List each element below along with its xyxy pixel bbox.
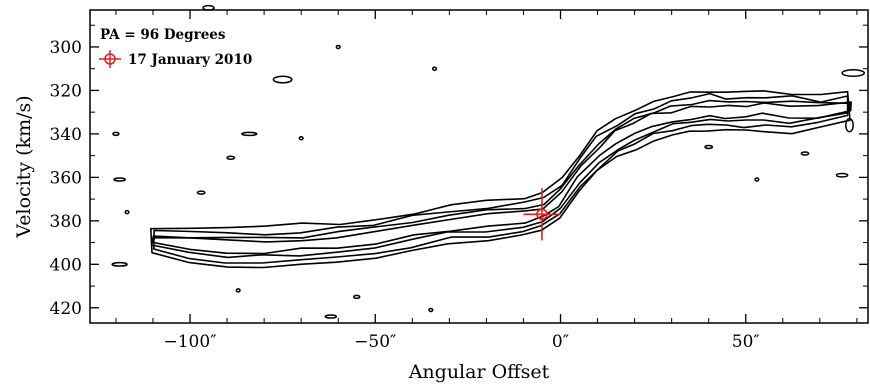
axis-ticks — [90, 10, 868, 323]
noise-contour — [272, 75, 293, 84]
y-tick-label: 300 — [50, 38, 82, 58]
contour-level-2 — [153, 92, 849, 264]
x-axis-label: Angular Offset — [408, 361, 550, 383]
contour-level-4 — [150, 101, 852, 255]
y-tick-label: 340 — [50, 125, 82, 145]
legend: PA = 96 Degrees 17 January 2010 — [99, 27, 252, 68]
noise-contour — [113, 177, 126, 182]
noise-contour — [431, 66, 438, 71]
noise-contour — [704, 144, 714, 150]
y-tick-labels: 300 320 340 360 380 400 420 — [50, 38, 82, 319]
noise-contour — [353, 294, 361, 300]
x-tick-label: 0″ — [552, 332, 569, 352]
noise-contour — [241, 131, 258, 137]
y-tick-label: 420 — [50, 299, 82, 319]
x-tick-labels: −100″ −50″ 0″ 50″ — [164, 332, 760, 352]
noise-contour — [841, 69, 866, 78]
legend-marker-circle — [104, 53, 116, 65]
noise-contour — [112, 131, 120, 137]
legend-entry: 17 January 2010 — [128, 52, 252, 68]
noise-contour — [298, 135, 304, 141]
contour-level-1 — [150, 90, 851, 269]
y-tick-label: 360 — [50, 168, 82, 188]
noise-contour — [124, 209, 130, 215]
noise-contour — [324, 314, 338, 319]
noise-contour — [226, 155, 236, 161]
noise-contour — [335, 44, 341, 50]
x-tick-label: −100″ — [164, 332, 217, 352]
noise-contour — [835, 172, 849, 178]
marker-circle — [536, 208, 548, 221]
y-tick-label: 400 — [50, 255, 82, 275]
noise-contour — [111, 261, 128, 267]
position-marker — [523, 188, 561, 241]
y-tick-label: 320 — [50, 81, 82, 101]
emission-contours — [150, 90, 852, 269]
noise-contour — [235, 288, 241, 293]
x-tick-label: −50″ — [354, 332, 396, 352]
x-tick-label: 50″ — [732, 332, 760, 352]
y-tick-label: 380 — [50, 212, 82, 232]
noise-contour — [800, 151, 810, 156]
legend-title: PA = 96 Degrees — [100, 27, 226, 43]
noise-contour — [196, 190, 206, 195]
y-axis-label: Velocity (km/s) — [13, 95, 35, 238]
legend-marker-icon — [99, 50, 121, 68]
noise-contour — [754, 177, 760, 182]
noise-contour — [428, 307, 434, 313]
plot-frame — [89, 9, 869, 324]
